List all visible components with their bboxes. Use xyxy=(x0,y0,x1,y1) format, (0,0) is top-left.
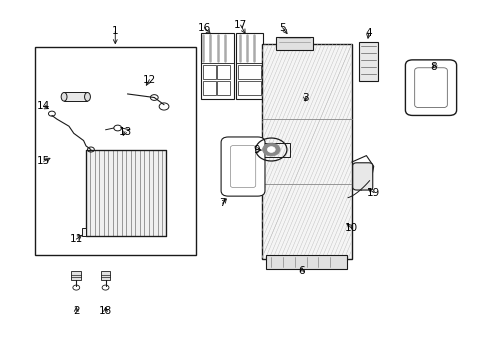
Text: 19: 19 xyxy=(366,188,380,198)
Bar xyxy=(236,33,263,99)
FancyBboxPatch shape xyxy=(405,60,456,116)
Text: 8: 8 xyxy=(429,62,436,72)
Text: 14: 14 xyxy=(37,102,50,112)
FancyBboxPatch shape xyxy=(221,137,264,196)
Text: 5: 5 xyxy=(279,23,285,33)
Text: 11: 11 xyxy=(69,234,83,244)
Text: 10: 10 xyxy=(345,224,358,233)
Text: 16: 16 xyxy=(198,23,211,33)
Text: 15: 15 xyxy=(37,156,50,166)
Bar xyxy=(261,44,351,259)
Bar xyxy=(82,228,86,235)
Bar xyxy=(358,42,377,81)
Bar xyxy=(276,37,312,50)
Text: 6: 6 xyxy=(298,266,305,276)
Circle shape xyxy=(262,143,280,156)
Text: 3: 3 xyxy=(302,93,308,103)
FancyBboxPatch shape xyxy=(230,145,255,188)
Text: 1: 1 xyxy=(112,26,119,36)
FancyBboxPatch shape xyxy=(352,163,372,190)
Bar xyxy=(71,271,81,280)
Text: 2: 2 xyxy=(73,306,80,316)
Text: 17: 17 xyxy=(233,20,247,30)
Text: 18: 18 xyxy=(99,306,112,316)
Bar xyxy=(203,81,215,95)
Text: 9: 9 xyxy=(253,144,260,154)
Bar xyxy=(86,149,166,235)
Text: 4: 4 xyxy=(365,28,371,38)
Bar xyxy=(200,33,233,99)
Ellipse shape xyxy=(61,93,67,101)
Bar xyxy=(266,255,346,269)
Bar xyxy=(64,93,87,101)
FancyBboxPatch shape xyxy=(414,68,447,108)
Bar xyxy=(217,65,229,80)
Bar xyxy=(203,65,215,80)
Bar xyxy=(238,81,261,95)
Text: 7: 7 xyxy=(219,198,225,208)
Ellipse shape xyxy=(84,93,90,101)
Bar xyxy=(238,65,261,80)
Circle shape xyxy=(267,147,275,152)
Text: 12: 12 xyxy=(142,75,156,85)
Bar xyxy=(217,81,229,95)
Bar xyxy=(35,47,195,255)
Bar xyxy=(252,143,289,157)
Text: 13: 13 xyxy=(118,127,131,136)
Bar xyxy=(101,271,110,280)
